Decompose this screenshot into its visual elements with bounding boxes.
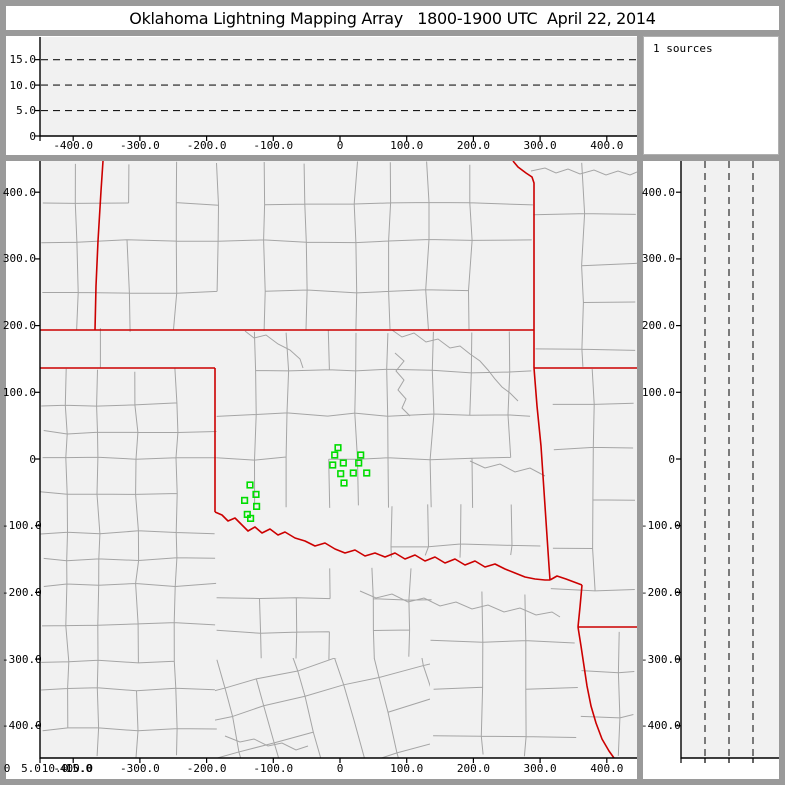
- tick-label: -100.0: [641, 519, 681, 533]
- tick-label: -200.0: [186, 139, 227, 152]
- lma-station-marker: [363, 469, 371, 477]
- tick-label: 300.0: [2, 252, 36, 266]
- county-border-path: [430, 591, 578, 757]
- lma-station-marker: [253, 502, 261, 511]
- tick-label: 400.0: [590, 139, 624, 152]
- county-border-path: [41, 161, 533, 332]
- tick-label: 400.0: [590, 762, 624, 775]
- lma-station-marker: [349, 469, 357, 477]
- window-title: Oklahoma Lightning Mapping Array 1800-19…: [6, 6, 779, 30]
- plot-background: [681, 161, 779, 758]
- county-border-path: [216, 567, 432, 660]
- axis-ticks: [35, 59, 608, 141]
- tick-label: 200.0: [2, 319, 36, 333]
- tick-label: 0: [29, 452, 36, 466]
- tick-label: 0: [336, 139, 344, 152]
- tick-label: 5.0: [21, 762, 41, 775]
- tick-label: 400.0: [2, 185, 36, 199]
- lma-station-marker: [337, 470, 345, 478]
- tick-label: 100.0: [390, 762, 424, 775]
- river-lines: [224, 167, 637, 751]
- tick-label: 10.0: [9, 78, 37, 92]
- lma-station-marker: [357, 451, 365, 459]
- lma-station-marker: [246, 481, 254, 489]
- tick-label: 200.0: [456, 139, 490, 152]
- tick-label: -200.0: [2, 585, 42, 599]
- tick-label: -400.0: [2, 719, 42, 733]
- tick-label: -400.0: [53, 762, 94, 775]
- tick-label: -400.0: [53, 139, 94, 152]
- tick-label: 300.0: [641, 252, 675, 266]
- tick-label: 100.0: [390, 139, 424, 152]
- sources-count-panel: 1 sources: [643, 36, 779, 155]
- tick-label: -200.0: [641, 585, 681, 599]
- county-border-path: [550, 369, 636, 592]
- tick-label: -300.0: [641, 652, 681, 666]
- tick-label: 100.0: [2, 385, 36, 399]
- county-border-lines: [40, 161, 637, 758]
- altitude-ns-plot: [676, 161, 779, 763]
- axis-lines: [680, 161, 779, 759]
- plan-view-map-panel: [6, 161, 637, 779]
- county-border-path: [40, 368, 217, 758]
- altitude-ns-panel: [643, 161, 779, 779]
- tick-label: 15.0: [9, 53, 37, 67]
- axis-lines: [39, 37, 637, 137]
- altitude-gridlines: [41, 59, 637, 112]
- altitude-ew-plot: [35, 37, 637, 141]
- county-border-lines-tilted: [215, 658, 430, 758]
- lma-station-marker: [331, 451, 339, 459]
- state-border-lines: [40, 161, 637, 758]
- lma-station-marker: [247, 514, 255, 523]
- tick-label: 400.0: [641, 185, 675, 199]
- tick-label: -300.0: [120, 762, 160, 775]
- tick-label: -300.0: [120, 139, 160, 152]
- tick-label: 300.0: [523, 762, 557, 775]
- tick-label: -100.0: [253, 139, 294, 152]
- tick-label: -100.0: [253, 762, 294, 775]
- tick-label: 200.0: [456, 762, 490, 775]
- lma-station-marker: [339, 459, 347, 467]
- plan-view-map-plot: [35, 161, 637, 763]
- tick-label: -300.0: [2, 652, 42, 666]
- tick-label: 300.0: [523, 139, 557, 152]
- tick-label: 5.0: [16, 104, 36, 118]
- tick-label: 200.0: [641, 319, 675, 333]
- axis-ticks: [35, 191, 608, 763]
- tick-label: 0: [668, 452, 675, 466]
- county-border-path: [390, 504, 541, 558]
- county-border-path: [215, 658, 430, 758]
- axis-lines: [39, 161, 637, 759]
- lma-station-marker: [329, 461, 337, 469]
- lma-station-marker: [334, 444, 342, 452]
- tick-label: 0: [3, 762, 11, 775]
- altitude-gridlines: [704, 161, 754, 757]
- tick-label: 100.0: [641, 385, 675, 399]
- lma-station-markers: [241, 444, 371, 523]
- lma-station-marker: [241, 496, 249, 505]
- plot-background: [40, 37, 637, 136]
- tick-label: 15.0: [65, 762, 93, 775]
- lma-station-marker: [252, 490, 260, 499]
- tick-label: -400.0: [641, 719, 681, 733]
- lma-station-marker: [355, 459, 363, 467]
- tick-label: -200.0: [186, 762, 227, 775]
- tick-label: -100.0: [2, 519, 42, 533]
- tick-label: 10.0: [41, 762, 69, 775]
- county-border-path: [533, 162, 637, 367]
- altitude-ew-panel: [6, 36, 637, 155]
- tick-label: 0: [336, 762, 344, 775]
- axis-ticks: [676, 191, 754, 763]
- tick-label: 0: [29, 129, 36, 143]
- lma-station-marker: [340, 479, 348, 487]
- county-border-path: [580, 631, 635, 756]
- sources-count-label: 1 sources: [653, 42, 713, 55]
